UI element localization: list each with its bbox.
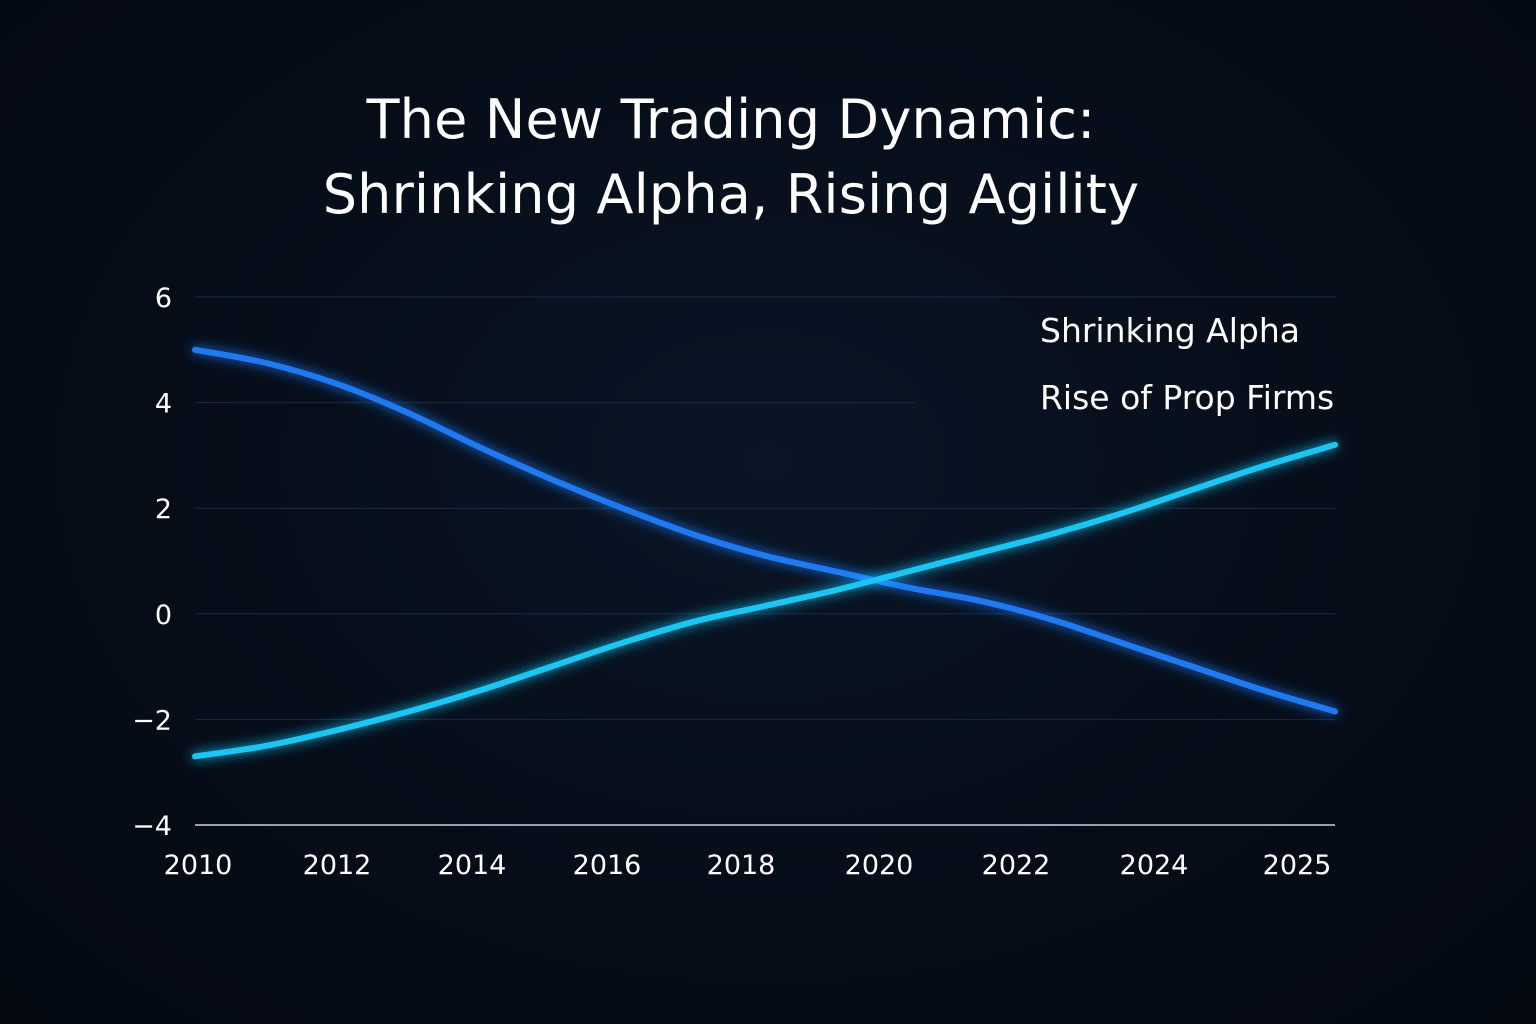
x-tick-label: 2018 — [707, 850, 776, 881]
axes: 6 4 2 0 −2 −4 2010 2012 2014 2016 2018 2020 2022 2024… — [132, 283, 1335, 881]
x-tick-label: 2010 — [164, 850, 233, 881]
y-tick-label: −2 — [132, 705, 172, 736]
legend-label-shrinking-alpha: Shrinking Alpha — [1040, 311, 1300, 350]
x-tick-label: 2024 — [1120, 850, 1189, 881]
x-tick-label: 2012 — [303, 850, 372, 881]
y-tick-label: 6 — [155, 283, 172, 314]
series-line-rise-of-prop-firms — [192, 441, 1338, 760]
x-tick-label: 2025 — [1263, 850, 1332, 881]
y-tick-label: 0 — [155, 600, 172, 631]
y-tick-label: 4 — [155, 389, 172, 420]
legend: Shrinking Alpha Rise of Prop Firms — [982, 311, 1334, 417]
x-tick-label: 2022 — [982, 850, 1051, 881]
x-tick-label: 2016 — [573, 850, 642, 881]
y-tick-label: −4 — [132, 811, 172, 842]
x-tick-label: 2020 — [845, 850, 914, 881]
chart-title: The New Trading Dynamic: Shrinking Alpha… — [0, 82, 1462, 232]
series-line-shrinking-alpha — [192, 346, 1338, 715]
series-lines — [192, 346, 1338, 760]
legend-label-rise-of-prop-firms: Rise of Prop Firms — [1040, 378, 1334, 417]
chart-title-line-1: The New Trading Dynamic: — [366, 88, 1096, 151]
x-tick-label: 2014 — [438, 850, 507, 881]
chart-title-line-2: Shrinking Alpha, Rising Agility — [322, 163, 1140, 226]
y-tick-label: 2 — [155, 494, 172, 525]
